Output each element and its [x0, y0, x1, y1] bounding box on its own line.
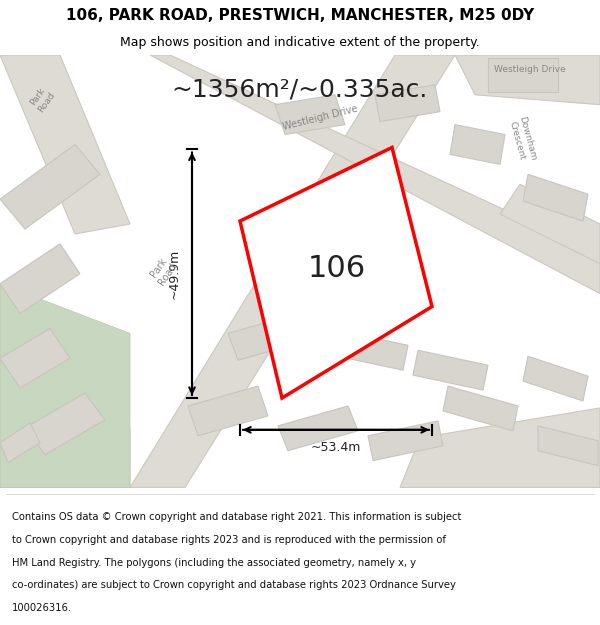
Polygon shape — [0, 423, 40, 462]
Polygon shape — [413, 350, 488, 390]
Polygon shape — [455, 55, 600, 105]
Text: Park
Road: Park Road — [147, 254, 179, 287]
Polygon shape — [488, 58, 558, 92]
Text: Downham
Crescent: Downham Crescent — [507, 115, 537, 164]
Text: ~49.9m: ~49.9m — [167, 249, 181, 299]
Polygon shape — [188, 386, 268, 436]
Polygon shape — [278, 406, 358, 451]
Polygon shape — [130, 55, 455, 488]
Polygon shape — [0, 408, 130, 488]
Polygon shape — [443, 386, 518, 431]
Text: Contains OS data © Crown copyright and database right 2021. This information is : Contains OS data © Crown copyright and d… — [12, 512, 461, 522]
Polygon shape — [368, 421, 443, 461]
Polygon shape — [0, 55, 130, 234]
Text: 106, PARK ROAD, PRESTWICH, MANCHESTER, M25 0DY: 106, PARK ROAD, PRESTWICH, MANCHESTER, M… — [66, 8, 534, 23]
Polygon shape — [228, 314, 308, 360]
Text: co-ordinates) are subject to Crown copyright and database rights 2023 Ordnance S: co-ordinates) are subject to Crown copyr… — [12, 580, 456, 590]
Polygon shape — [0, 284, 130, 488]
Text: Park
Road: Park Road — [28, 85, 56, 114]
Polygon shape — [523, 174, 588, 221]
Text: Westleigh Drive: Westleigh Drive — [494, 66, 566, 74]
Text: Westleigh Drive: Westleigh Drive — [281, 104, 359, 132]
Polygon shape — [333, 331, 408, 370]
Text: ~53.4m: ~53.4m — [311, 441, 361, 454]
Text: ~1356m²/~0.335ac.: ~1356m²/~0.335ac. — [172, 78, 428, 102]
Polygon shape — [150, 55, 600, 294]
Polygon shape — [375, 85, 440, 122]
Text: 106: 106 — [307, 254, 365, 282]
Polygon shape — [400, 408, 600, 488]
Polygon shape — [538, 426, 598, 466]
Text: 100026316.: 100026316. — [12, 603, 72, 613]
Polygon shape — [0, 328, 70, 388]
Text: HM Land Registry. The polygons (including the associated geometry, namely x, y: HM Land Registry. The polygons (includin… — [12, 558, 416, 568]
Polygon shape — [0, 244, 80, 314]
Polygon shape — [0, 144, 100, 229]
Text: to Crown copyright and database rights 2023 and is reproduced with the permissio: to Crown copyright and database rights 2… — [12, 535, 446, 545]
Text: Map shows position and indicative extent of the property.: Map shows position and indicative extent… — [120, 36, 480, 49]
Polygon shape — [500, 184, 600, 264]
Polygon shape — [523, 356, 588, 401]
Polygon shape — [450, 124, 505, 164]
Polygon shape — [275, 95, 345, 134]
Polygon shape — [25, 393, 105, 455]
Polygon shape — [240, 148, 432, 398]
